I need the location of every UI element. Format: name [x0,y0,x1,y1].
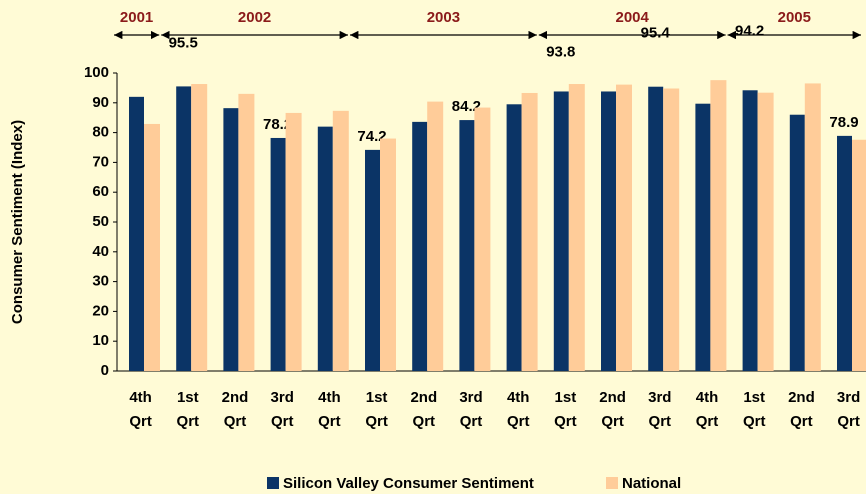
bar [568,84,585,371]
year-label: 2005 [778,9,811,26]
bar [380,138,396,371]
y-tick-label: 50 [92,213,109,230]
bar [129,96,144,371]
y-tick-label: 20 [92,302,109,319]
x-tick-label: 2nd [410,389,437,406]
bar [270,137,286,371]
bar [412,121,428,371]
x-tick-label: 3rd [271,389,294,406]
y-tick-label: 40 [92,243,109,260]
x-tick-label: 4th [129,389,152,406]
x-tick-label: 1st [177,389,199,406]
bar [757,92,774,371]
bar [521,92,538,371]
bar [695,103,711,371]
bar [663,88,680,371]
legend-swatch [267,477,279,489]
y-axis-label: Consumer Sentiment (Index) [9,120,26,324]
x-tick-label: 2nd [599,389,626,406]
data-label: 93.8 [546,43,575,60]
legend-label: National [622,475,681,492]
x-tick-label: Qrt [601,413,624,430]
x-tick-label: Qrt [507,413,530,430]
bar [191,84,208,371]
data-label: 78.2 [263,116,292,133]
bar [742,90,758,371]
x-tick-label: Qrt [743,413,766,430]
x-tick-label: 4th [696,389,719,406]
x-tick-label: Qrt [837,413,860,430]
x-tick-label: Qrt [224,413,247,430]
bar [601,91,616,371]
data-label: 94.2 [735,22,764,39]
x-tick-label: Qrt [649,413,672,430]
x-tick-label: 1st [743,389,765,406]
x-tick-label: Qrt [413,413,436,430]
bar [332,110,349,371]
x-tick-label: Qrt [271,413,294,430]
bar [506,104,522,371]
legend-label: Silicon Valley Consumer Sentiment [283,475,534,492]
data-label: 95.5 [169,34,198,51]
year-label: 2002 [238,9,271,26]
x-tick-label: Qrt [177,413,200,430]
x-tick-label: Qrt [318,413,341,430]
x-tick-label: Qrt [696,413,719,430]
y-tick-label: 30 [92,273,109,290]
x-tick-label: Qrt [365,413,388,430]
bar [553,91,569,371]
bar [427,101,444,371]
bar [144,123,160,371]
x-tick-label: Qrt [460,413,483,430]
bar [710,80,727,371]
bar [223,108,239,371]
bar [238,93,255,372]
x-tick-label: 2nd [788,389,815,406]
x-tick-label: 3rd [648,389,671,406]
bar [648,86,664,371]
y-tick-label: 100 [84,64,109,81]
bar [616,84,632,371]
y-tick-label: 10 [92,332,109,349]
y-tick-label: 0 [101,362,109,379]
y-tick-label: 90 [92,94,109,111]
x-tick-label: 4th [507,389,530,406]
data-label: 84.2 [452,98,481,115]
x-tick-label: 1st [555,389,577,406]
bar [317,126,333,371]
data-label: 74.2 [357,128,386,145]
legend-swatch [606,477,618,489]
bar [365,149,380,371]
bar [852,139,866,371]
x-tick-label: 1st [366,389,388,406]
year-label: 2004 [616,9,650,26]
data-label: 95.4 [641,25,671,42]
bar [459,120,475,371]
data-label: 78.9 [829,114,858,131]
x-tick-label: 3rd [837,389,860,406]
y-tick-label: 80 [92,124,109,141]
y-tick-label: 60 [92,183,109,200]
year-label: 2001 [120,9,153,26]
x-tick-label: 3rd [459,389,482,406]
bar [176,86,192,371]
x-tick-label: 4th [318,389,341,406]
y-tick-label: 70 [92,153,109,170]
x-tick-label: Qrt [554,413,577,430]
bar [285,112,302,371]
bar [804,83,821,372]
x-tick-label: 2nd [222,389,249,406]
x-tick-label: Qrt [790,413,813,430]
x-tick-label: Qrt [129,413,152,430]
year-label: 2003 [427,9,460,26]
bar [789,114,805,371]
bar [837,135,852,371]
bar [474,107,491,372]
